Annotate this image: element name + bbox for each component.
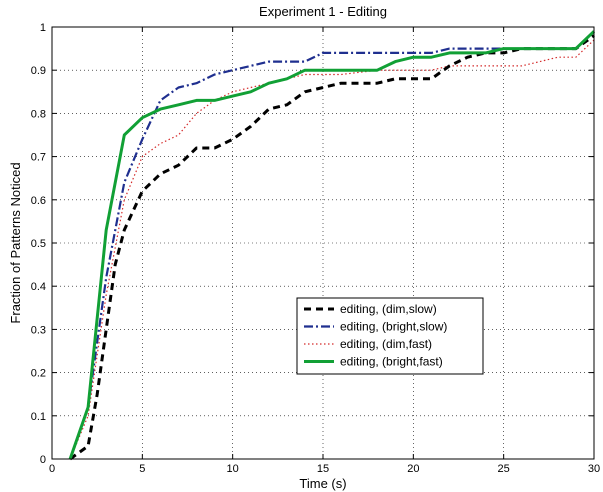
x-tick-label: 10	[227, 463, 239, 475]
y-tick-label: 0.3	[31, 324, 46, 336]
y-tick-label: 0.1	[31, 411, 46, 423]
y-tick-label: 0.9	[31, 65, 46, 77]
series-line-4	[68, 30, 596, 460]
x-tick-label: 5	[139, 463, 145, 475]
legend: editing, (dim,slow) editing, (bright,slow…	[296, 297, 484, 375]
legend-entry: editing, (bright,fast)	[340, 355, 443, 369]
y-tick-label: 0	[40, 454, 46, 466]
legend-entry: editing, (bright,slow)	[340, 320, 447, 334]
grid	[52, 27, 594, 459]
x-tick-label: 15	[317, 463, 329, 475]
y-tick-label: 0.4	[31, 281, 46, 293]
y-tick-label: 0.7	[31, 152, 46, 164]
series-line-3	[69, 39, 595, 460]
axis-ticks: 0 5 10 15 20 25 30 0 0.1 0.2 0.3 0.4 0.5 0.6 0.7 0.8 0.9…	[31, 22, 600, 475]
y-tick-label: 0.8	[31, 108, 46, 120]
x-tick-label: 25	[498, 463, 510, 475]
x-tick-label: 20	[407, 463, 419, 475]
series-line-1	[69, 34, 595, 461]
x-tick-label: 0	[49, 463, 55, 475]
chart-title: Experiment 1 - Editing	[259, 4, 387, 19]
legend-entry: editing, (dim,slow)	[340, 302, 437, 316]
y-axis-label: Fraction of Patterns Noticed	[8, 162, 23, 323]
y-tick-label: 0.2	[31, 368, 46, 380]
legend-entry: editing, (dim,fast)	[340, 337, 432, 351]
y-tick-label: 0.6	[31, 195, 46, 207]
series-lines	[68, 30, 596, 461]
y-tick-label: 0.5	[31, 238, 46, 250]
y-tick-label: 1	[40, 22, 46, 34]
x-tick-label: 30	[588, 463, 600, 475]
x-axis-label: Time (s)	[299, 476, 346, 491]
series-line-2	[69, 30, 595, 460]
